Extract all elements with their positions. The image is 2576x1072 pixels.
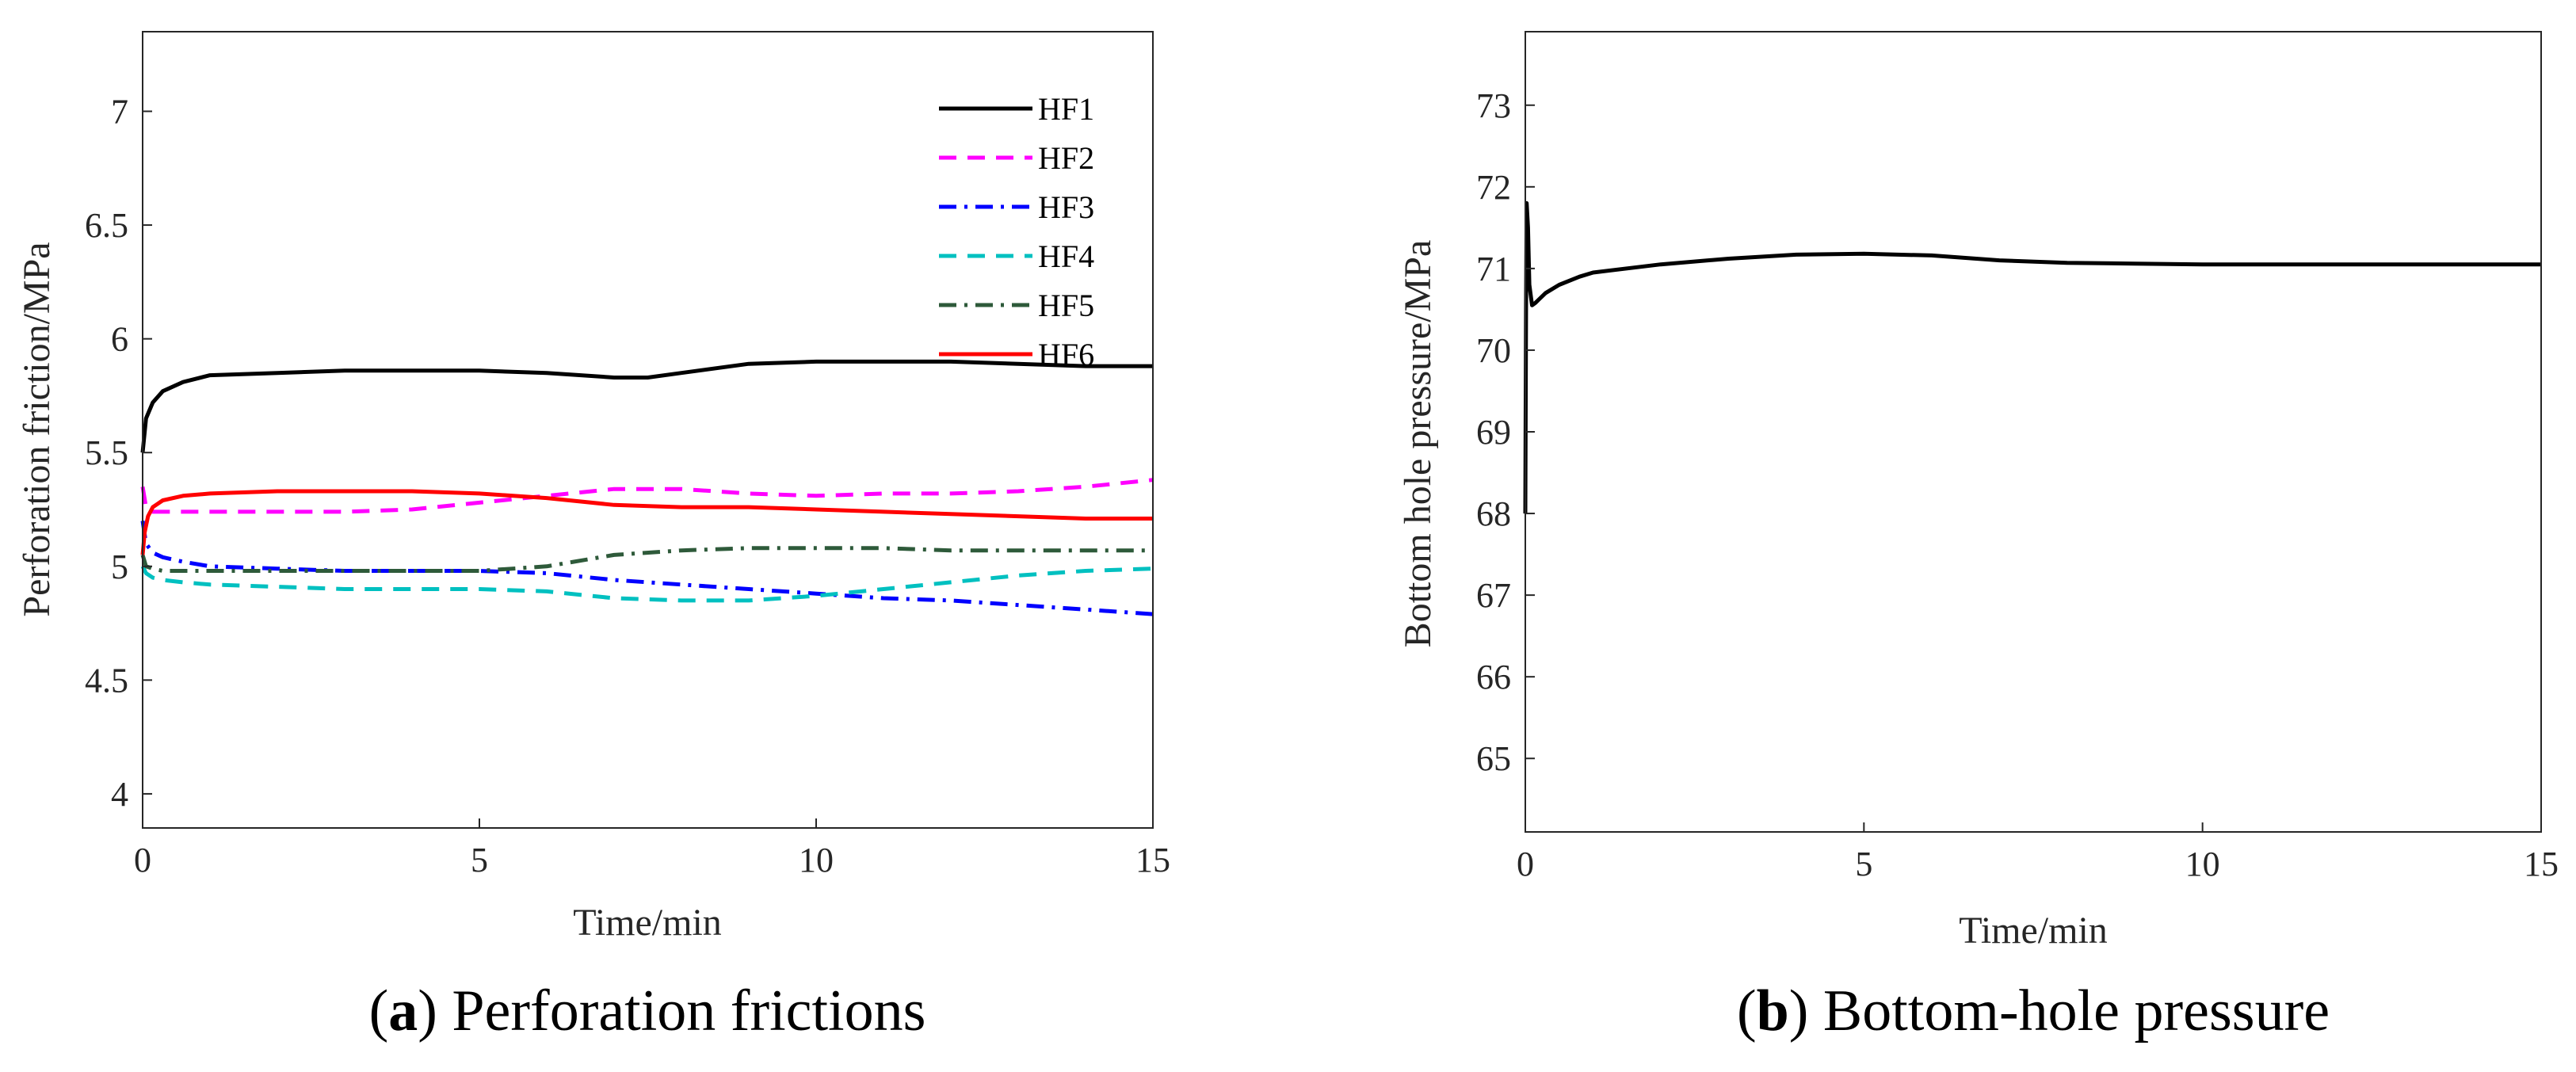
panel-a-series-hf4 [140,565,1154,603]
panel-b-bottom-hole-pressure: 0 5 10 15 65 66 67 68 69 70 71 72 73 Time/min Bottom… [1397,31,2559,1043]
panel-a-data-layer [140,359,1154,616]
panel-a-y-tick-label: 7 [111,93,128,132]
legend-label-hf3: HF3 [1038,189,1094,225]
legend-label-hf5: HF5 [1038,288,1094,323]
panel-a-y-tick-label: 6.5 [85,206,128,245]
panel-a-plot-frame [142,31,1154,829]
panel-b-y-tick-label: 69 [1476,413,1511,452]
panel-a-caption-letter: a [388,979,418,1043]
panel-a-series-hf2 [140,478,1154,514]
panel-b-y-tick-label: 66 [1476,658,1511,696]
panel-a-caption-text: Perforation frictions [452,979,925,1043]
legend-label-hf1: HF1 [1038,91,1094,127]
panel-b-x-tick-label: 5 [1855,845,1872,883]
panel-b-caption: (b) Bottom-hole pressure [1737,979,2330,1043]
panel-b-y-tick-label: 71 [1476,250,1511,288]
panel-b-axes: 0 5 10 15 65 66 67 68 69 70 71 72 73 [1476,86,2559,883]
panel-b-y-axis-label: Bottom hole pressure/MPa [1397,240,1439,648]
legend-label-hf2: HF2 [1038,140,1094,176]
legend-label-hf6: HF6 [1038,337,1094,372]
panel-b-y-tick-label: 68 [1476,494,1511,533]
panel-a-x-tick-label: 5 [471,841,488,879]
panel-b-x-tick-label: 0 [1517,845,1534,883]
panel-b-y-tick-label: 70 [1476,331,1511,370]
panel-a-x-axis-label: Time/min [573,902,722,944]
panel-a-series-hf3 [140,521,1154,616]
panel-a-series-hf5 [140,546,1153,573]
panel-a-x-tick-label: 15 [1135,841,1170,879]
panel-a-series-hf1 [140,359,1153,453]
panel-a-series-hf6 [140,489,1153,555]
panel-b-plot-frame [1525,31,2542,833]
panel-a-x-tick-label: 0 [134,841,151,879]
legend-label-hf4: HF4 [1038,238,1094,274]
panel-b-x-tick-label: 10 [2185,845,2220,883]
panel-b-caption-letter: b [1757,979,1789,1043]
panel-b-series-bottom-hole-pressure [1523,200,2541,514]
panel-a-perforation-frictions: 0 5 10 15 4 4.5 5 5.5 6 6.5 7 Time/min Perforation… [16,31,1170,1043]
panel-a-axes: 0 5 10 15 4 4.5 5 5.5 6 6.5 7 [85,93,1170,880]
panel-a-y-tick-label: 4.5 [85,661,128,700]
panel-a-y-tick-label: 5.5 [85,433,128,472]
panel-b-data-layer [1523,200,2541,514]
panel-b-y-tick-label: 65 [1476,739,1511,778]
panel-a-y-axis-label: Perforation friction/MPa [16,242,58,616]
panel-a-x-tick-label: 10 [799,841,834,879]
panel-b-y-tick-label: 73 [1476,86,1511,125]
panel-b-x-tick-label: 15 [2524,845,2559,883]
panel-b-caption-text: Bottom-hole pressure [1823,979,2330,1043]
panel-b-x-axis-label: Time/min [1959,910,2108,952]
panel-a-caption: (a) Perforation frictions [369,979,926,1043]
panel-a-y-tick-label: 4 [111,775,128,814]
panel-b-y-tick-label: 72 [1476,168,1511,207]
panel-a-legend: HF1 HF2 HF3 HF4 HF5 HF6 [939,91,1094,372]
panel-a-y-tick-label: 6 [111,320,128,359]
panel-b-y-tick-label: 67 [1476,576,1511,615]
panel-a-y-tick-label: 5 [111,547,128,586]
